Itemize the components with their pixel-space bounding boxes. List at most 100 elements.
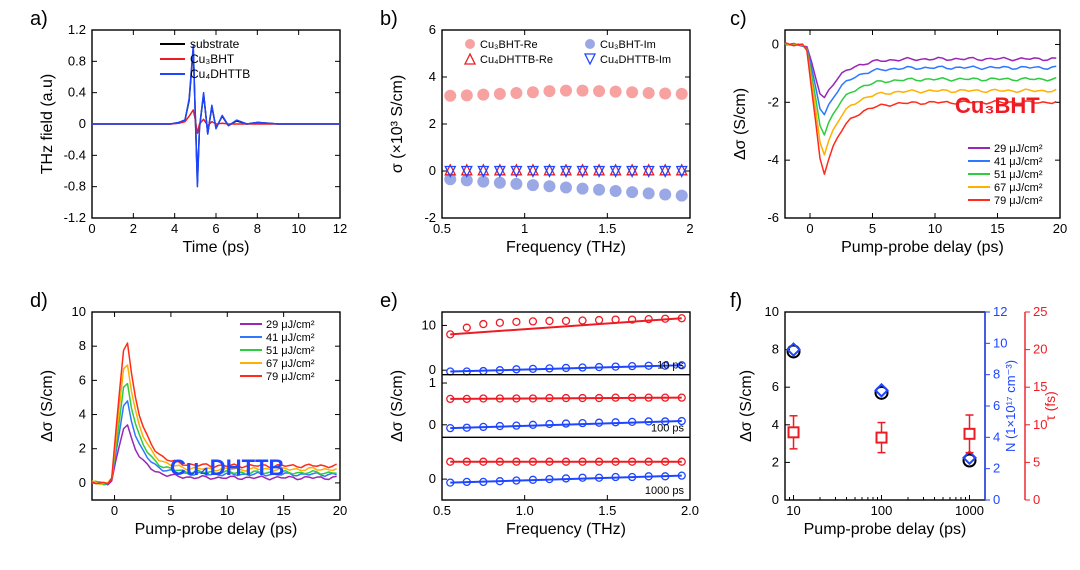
svg-text:4: 4: [772, 417, 779, 432]
svg-text:Cu₃BHT-Im: Cu₃BHT-Im: [600, 39, 656, 51]
panel-d-label: d): [30, 290, 48, 313]
svg-text:Δσ (S/cm): Δσ (S/cm): [738, 370, 755, 442]
svg-text:20: 20: [1053, 221, 1067, 236]
svg-text:29 μJ/cm²: 29 μJ/cm²: [994, 143, 1043, 155]
svg-text:12: 12: [333, 221, 347, 236]
svg-text:-4: -4: [767, 152, 779, 167]
svg-text:-1.2: -1.2: [64, 210, 86, 225]
svg-text:2: 2: [686, 221, 693, 236]
svg-text:N (1×10¹⁷ cm⁻³): N (1×10¹⁷ cm⁻³): [1003, 360, 1018, 452]
svg-text:4: 4: [993, 429, 1000, 444]
panel-a: a) 024681012-1.2-0.8-0.400.40.81.2Time (…: [30, 8, 350, 268]
svg-text:2: 2: [772, 454, 779, 469]
svg-text:Pump-probe delay (ps): Pump-probe delay (ps): [135, 521, 298, 538]
svg-text:25: 25: [1033, 304, 1047, 319]
svg-text:0: 0: [806, 221, 813, 236]
svg-text:-6: -6: [767, 210, 779, 225]
svg-text:Δσ (S/cm): Δσ (S/cm): [389, 370, 406, 442]
svg-text:0: 0: [79, 116, 86, 131]
svg-text:Pump-probe delay (ps): Pump-probe delay (ps): [841, 239, 1004, 256]
svg-text:0: 0: [111, 503, 118, 518]
svg-text:1000 ps: 1000 ps: [645, 485, 685, 497]
svg-text:0.5: 0.5: [433, 503, 451, 518]
svg-text:15: 15: [276, 503, 290, 518]
panel-a-label: a): [30, 8, 48, 31]
svg-text:Cu₃BHT: Cu₃BHT: [955, 93, 1040, 118]
panel-c-svg: 05101520-6-4-20Pump-probe delay (ps)Δσ (…: [730, 8, 1070, 268]
svg-text:12: 12: [993, 304, 1007, 319]
panel-e: e) 0.51.01.52.0Frequency (THz)Δσ (S/cm)0…: [380, 290, 700, 550]
svg-text:20: 20: [1033, 342, 1047, 357]
svg-text:29 μJ/cm²: 29 μJ/cm²: [266, 319, 315, 331]
svg-text:τ (fs): τ (fs): [1042, 391, 1058, 421]
svg-text:THz field (a.u): THz field (a.u): [39, 74, 56, 174]
svg-text:10: 10: [765, 304, 779, 319]
svg-text:1: 1: [521, 221, 528, 236]
svg-text:6: 6: [429, 22, 436, 37]
svg-text:41 μJ/cm²: 41 μJ/cm²: [266, 332, 315, 344]
svg-text:0: 0: [429, 471, 436, 486]
panel-a-svg: 024681012-1.2-0.8-0.400.40.81.2Time (ps)…: [30, 8, 350, 268]
svg-text:41 μJ/cm²: 41 μJ/cm²: [994, 156, 1043, 168]
svg-text:8: 8: [79, 338, 86, 353]
svg-text:67 μJ/cm²: 67 μJ/cm²: [994, 182, 1043, 194]
panel-f: f) 10100100002468100246810120510152025Pu…: [730, 290, 1070, 550]
svg-text:0: 0: [772, 36, 779, 51]
svg-text:Frequency (THz): Frequency (THz): [506, 521, 626, 538]
svg-text:0: 0: [429, 417, 436, 432]
svg-text:51 μJ/cm²: 51 μJ/cm²: [266, 345, 315, 357]
svg-text:Cu₄DHTTB: Cu₄DHTTB: [190, 67, 250, 81]
svg-text:5: 5: [1033, 454, 1040, 469]
svg-text:10: 10: [928, 221, 942, 236]
svg-text:Cu₃BHT-Re: Cu₃BHT-Re: [480, 39, 538, 51]
figure: a) 024681012-1.2-0.8-0.400.40.81.2Time (…: [0, 0, 1080, 570]
svg-text:10: 10: [993, 335, 1007, 350]
svg-text:4: 4: [429, 69, 436, 84]
svg-text:2: 2: [993, 461, 1000, 476]
svg-text:Δσ (S/cm): Δσ (S/cm): [39, 370, 56, 442]
svg-text:0: 0: [79, 475, 86, 490]
panel-d: d) 051015200246810Pump-probe delay (ps)Δ…: [30, 290, 350, 550]
svg-text:-0.8: -0.8: [64, 179, 86, 194]
svg-text:100 ps: 100 ps: [651, 422, 685, 434]
panel-e-label: e): [380, 290, 398, 313]
svg-text:-0.4: -0.4: [64, 147, 86, 162]
svg-text:10: 10: [786, 503, 800, 518]
svg-text:1: 1: [429, 375, 436, 390]
panel-f-svg: 10100100002468100246810120510152025Pump-…: [730, 290, 1070, 550]
svg-text:1.5: 1.5: [598, 221, 616, 236]
svg-text:6: 6: [993, 398, 1000, 413]
svg-text:Pump-probe delay (ps): Pump-probe delay (ps): [804, 521, 967, 538]
panel-c-label: c): [730, 8, 747, 31]
svg-text:5: 5: [167, 503, 174, 518]
svg-text:10 ps: 10 ps: [657, 360, 684, 372]
svg-text:1.5: 1.5: [598, 503, 616, 518]
svg-text:2.0: 2.0: [681, 503, 699, 518]
svg-text:Time (ps): Time (ps): [183, 239, 250, 256]
svg-text:1.0: 1.0: [516, 503, 534, 518]
svg-text:15: 15: [990, 221, 1004, 236]
panel-f-label: f): [730, 290, 742, 313]
svg-text:1.2: 1.2: [68, 22, 86, 37]
svg-text:Cu₄DHTTB-Im: Cu₄DHTTB-Im: [600, 54, 671, 66]
svg-text:10: 10: [72, 304, 86, 319]
panel-b: b) 0.511.52-20246Frequency (THz)σ (×10³ …: [380, 8, 700, 268]
svg-text:79 μJ/cm²: 79 μJ/cm²: [994, 195, 1043, 207]
svg-text:0: 0: [1033, 492, 1040, 507]
panel-b-svg: 0.511.52-20246Frequency (THz)σ (×10³ S/c…: [380, 8, 700, 268]
svg-text:8: 8: [254, 221, 261, 236]
svg-text:10: 10: [291, 221, 305, 236]
svg-text:substrate: substrate: [190, 37, 240, 51]
svg-text:-2: -2: [424, 210, 436, 225]
svg-text:0: 0: [993, 492, 1000, 507]
svg-text:Cu₄DHTTB: Cu₄DHTTB: [170, 455, 284, 480]
svg-text:0.4: 0.4: [68, 85, 86, 100]
svg-text:8: 8: [772, 342, 779, 357]
svg-text:10: 10: [220, 503, 234, 518]
svg-text:5: 5: [869, 221, 876, 236]
svg-text:6: 6: [772, 379, 779, 394]
svg-text:6: 6: [212, 221, 219, 236]
svg-text:79 μJ/cm²: 79 μJ/cm²: [266, 371, 315, 383]
svg-text:2: 2: [130, 221, 137, 236]
panel-e-svg: 0.5 1.0 1.5 2.0 Frequency (THz) Δσ (S/cm) 0 1 0 1…: [380, 290, 700, 550]
